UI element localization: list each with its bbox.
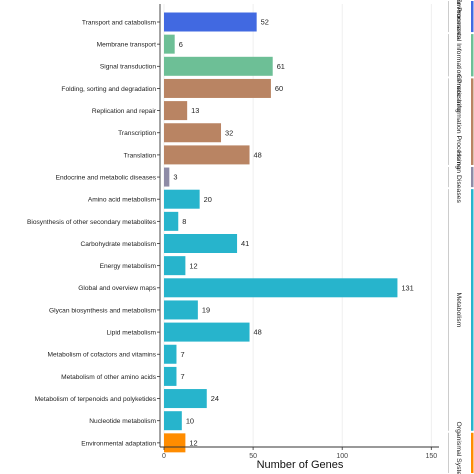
bar — [164, 78, 271, 98]
bar — [164, 411, 182, 431]
group-color-bar — [471, 166, 474, 188]
category-label: Transcription — [118, 130, 156, 137]
value-label: 3 — [173, 173, 177, 182]
group-label: Genetic Information Processing — [455, 74, 462, 169]
axis-layer: 0 50 100 150 — [157, 4, 439, 460]
group-label: Organismal Systems — [455, 422, 462, 474]
value-label: 61 — [277, 62, 285, 71]
category-label: Carbohydrate metabolism — [81, 241, 157, 248]
bars-layer — [164, 12, 398, 453]
bar — [164, 167, 170, 187]
value-label: 13 — [191, 106, 199, 115]
category-label: Lipid metabolism — [107, 330, 157, 337]
group-color-bar — [471, 78, 474, 165]
value-label: 7 — [180, 350, 184, 359]
category-label: Metabolism of terpenoids and polyketides — [35, 396, 157, 403]
group-color-bar — [471, 1, 474, 33]
bar — [164, 389, 207, 409]
value-label: 10 — [186, 416, 194, 425]
labels-layer: Transport and catabolism 52 Membrane trans… — [27, 18, 414, 448]
category-label: Signal transduction — [100, 64, 156, 71]
value-label: 6 — [179, 40, 183, 49]
bar — [164, 211, 179, 231]
group-divider — [448, 34, 449, 77]
value-label: 131 — [401, 283, 413, 292]
x-axis-title: Number of Genes — [257, 459, 344, 471]
category-label: Transport and catabolism — [82, 19, 157, 26]
bar — [164, 344, 177, 364]
group-divider — [448, 78, 449, 165]
bar — [164, 145, 250, 165]
x-tick-label: 50 — [249, 453, 257, 460]
category-label: Glycan biosynthesis and metabolism — [49, 307, 157, 314]
group-divider — [448, 1, 449, 33]
bar — [164, 56, 273, 76]
value-label: 60 — [275, 84, 283, 93]
x-tick-label: 0 — [162, 453, 166, 460]
bar — [164, 256, 186, 276]
bar — [164, 433, 186, 453]
bar — [164, 123, 222, 143]
group-label: ular Processes — [455, 0, 462, 40]
value-label: 24 — [211, 394, 219, 403]
group-color-bar — [471, 34, 474, 77]
category-label: Translation — [124, 152, 157, 159]
category-label: Folding, sorting and degradation — [61, 86, 156, 93]
value-label: 8 — [182, 217, 186, 226]
bar — [164, 101, 188, 121]
bar — [164, 12, 257, 32]
category-label: Metabolism of other amino acids — [61, 374, 157, 381]
category-label: Global and overview maps — [78, 285, 156, 292]
value-label: 12 — [189, 261, 197, 270]
value-label: 52 — [261, 18, 269, 27]
x-tick-label: 100 — [336, 453, 348, 460]
group-label: Environmental Information Processing — [455, 0, 462, 113]
category-label: Membrane transport — [97, 42, 157, 49]
value-label: 32 — [225, 128, 233, 137]
bar — [164, 322, 250, 342]
value-label: 12 — [189, 438, 197, 447]
bar — [164, 278, 398, 298]
value-label: 41 — [241, 239, 249, 248]
category-label: Nucleotide metabolism — [89, 418, 156, 425]
bar — [164, 34, 175, 54]
category-label: Environmental adaptation — [81, 440, 156, 447]
group-label: Human Diseases — [455, 151, 462, 203]
bar — [164, 366, 177, 386]
category-label: Endocrine and metabolic diseases — [56, 174, 157, 181]
value-label: 48 — [254, 151, 262, 160]
value-label: 20 — [204, 195, 212, 204]
group-color-bar — [471, 432, 474, 473]
group-divider — [448, 166, 449, 188]
group-divider — [448, 189, 449, 431]
bar — [164, 189, 200, 209]
category-label: Replication and repair — [92, 108, 157, 115]
x-tick-label: 150 — [425, 453, 437, 460]
category-label: Amino acid metabolism — [88, 197, 157, 204]
category-label: Metabolism of cofactors and vitamins — [48, 352, 157, 359]
category-label: Energy metabolism — [100, 263, 157, 270]
group-color-bar — [471, 189, 474, 431]
bar — [164, 300, 198, 320]
category-label: Biosynthesis of other secondary metaboli… — [27, 219, 157, 226]
value-label: 19 — [202, 306, 210, 315]
value-label: 7 — [180, 372, 184, 381]
value-label: 48 — [254, 328, 262, 337]
group-label: Metabolism — [455, 293, 462, 328]
bar — [164, 234, 238, 253]
group-divider — [448, 432, 449, 473]
